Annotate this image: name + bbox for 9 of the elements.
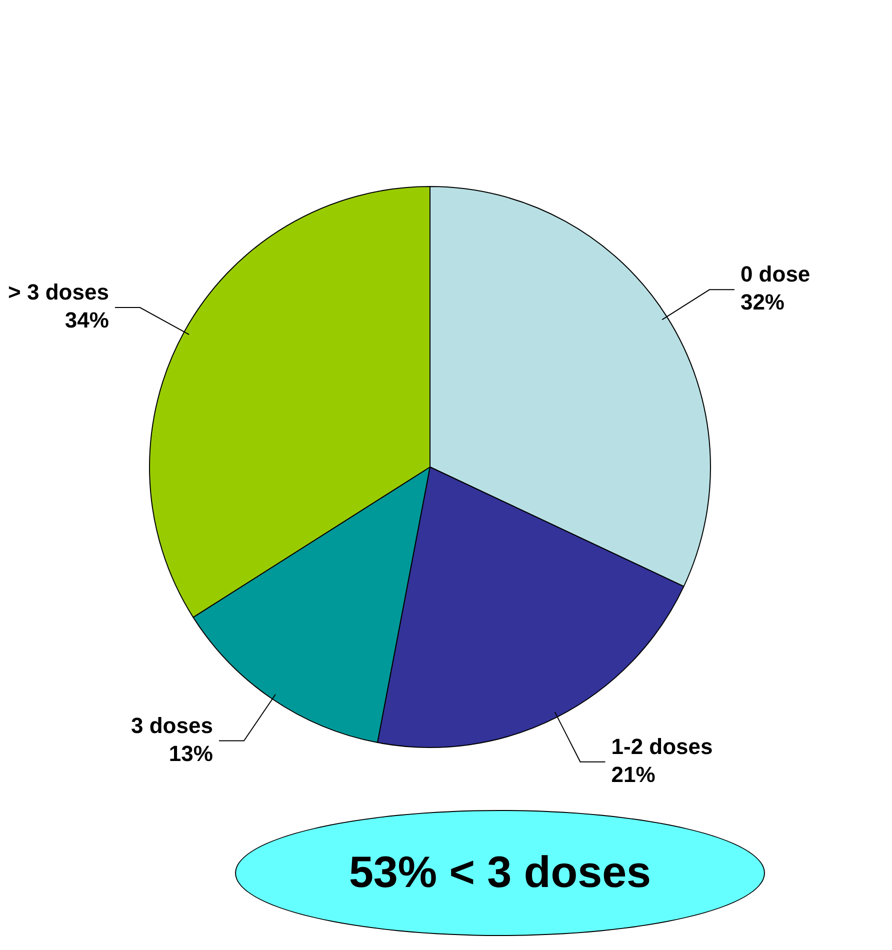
- data-label: 32%: [740, 290, 785, 315]
- slice-label: 1-2 doses: [611, 734, 713, 759]
- slice-label: > 3 doses: [8, 280, 109, 305]
- data-label: 34%: [64, 308, 109, 333]
- data-label: 21%: [611, 762, 656, 787]
- slice-label: 3 doses: [131, 712, 213, 738]
- text: 53% < 3 doses: [235, 810, 765, 936]
- slice-label: 0 dose: [740, 262, 810, 287]
- data-label: 13%: [168, 740, 213, 766]
